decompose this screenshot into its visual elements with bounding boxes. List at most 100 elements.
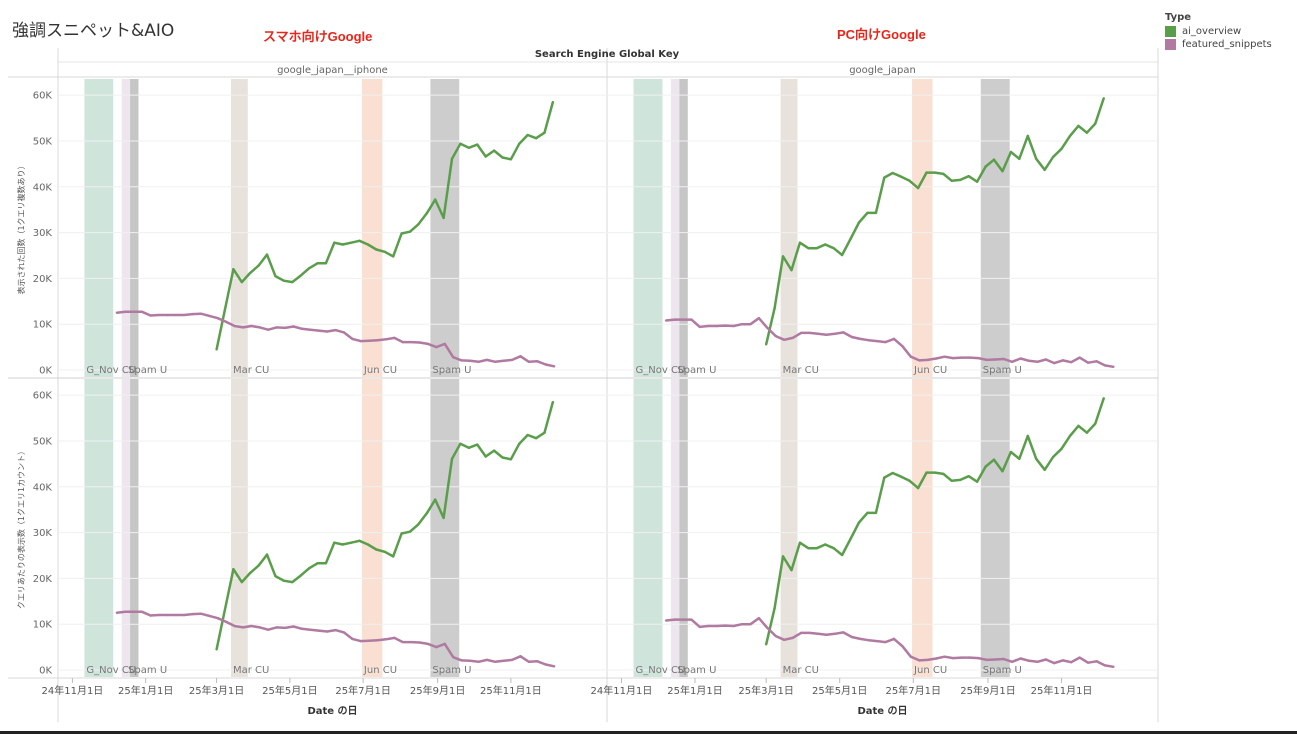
- series-point-featured_snippets-1-1-28: [901, 644, 904, 648]
- series-point-featured_snippets-0-1-39: [443, 642, 447, 646]
- series-point-featured_snippets-1-1-35: [960, 656, 963, 659]
- series-point-featured_snippets-1-1-41: [1010, 660, 1014, 663]
- series-point-ai_overview-0-1-15: [349, 541, 353, 544]
- series-point-featured_snippets-1-0-49: [1078, 356, 1081, 359]
- series-point-featured_snippets-1-0-16: [799, 331, 803, 335]
- series-point-ai_overview-0-1-31: [484, 455, 487, 458]
- series-point-ai_overview-1-1-6: [815, 546, 818, 550]
- series-point-featured_snippets-1-1-33: [943, 655, 946, 658]
- band-label-1-0-3: Mar CU: [783, 365, 819, 376]
- series-point-ai_overview-0-0-23: [417, 223, 420, 226]
- y-tick-label-1-5: 50K: [33, 436, 53, 447]
- band-label-0-1-0: G_Nov CU: [86, 665, 136, 676]
- band-label-1-1-2: Spam U: [677, 665, 716, 676]
- series-point-ai_overview-1-0-20: [933, 171, 937, 174]
- series-point-ai_overview-0-0-29: [467, 146, 471, 150]
- series-point-featured_snippets-0-1-7: [174, 613, 177, 617]
- series-point-featured_snippets-1-1-4: [698, 625, 702, 629]
- series-point-ai_overview-1-1-1: [773, 606, 776, 610]
- series-point-ai_overview-0-1-17: [366, 543, 370, 546]
- legend-label-ai-overview: ai_overview: [1182, 26, 1242, 37]
- series-point-featured_snippets-1-1-34: [951, 656, 955, 660]
- series-point-featured_snippets-0-0-4: [149, 314, 152, 317]
- series-point-ai_overview-1-0-13: [874, 211, 878, 215]
- series-point-featured_snippets-1-1-39: [994, 658, 997, 661]
- series-point-ai_overview-1-1-12: [866, 511, 869, 515]
- series-point-featured_snippets-1-1-6: [715, 624, 718, 628]
- series-point-featured_snippets-0-1-51: [544, 663, 547, 666]
- series-point-ai_overview-1-0-35: [1060, 147, 1063, 150]
- series-point-ai_overview-0-0-10: [307, 267, 311, 270]
- y-tick-label-1-6: 60K: [33, 391, 53, 402]
- series-point-featured_snippets-0-1-37: [426, 642, 430, 646]
- series-point-featured_snippets-0-0-43: [477, 360, 480, 363]
- band-1-0-0: [633, 79, 663, 377]
- series-point-ai_overview-0-1-12: [324, 562, 328, 565]
- series-point-featured_snippets-0-0-3: [140, 310, 144, 314]
- series-point-featured_snippets-1-0-37: [977, 356, 980, 360]
- series-point-ai_overview-0-1-14: [341, 543, 344, 546]
- series-point-ai_overview-0-0-30: [476, 143, 479, 146]
- series-point-featured_snippets-0-0-39: [443, 342, 447, 346]
- series-point-ai_overview-1-1-27: [992, 458, 996, 461]
- series-line-featured_snippets-1-1: [665, 616, 1114, 669]
- series-point-ai_overview-1-1-17: [908, 479, 911, 483]
- series-point-featured_snippets-1-0-21: [842, 331, 845, 334]
- series-point-featured_snippets-0-0-13: [224, 320, 228, 324]
- series-point-ai_overview-1-1-8: [832, 546, 835, 550]
- series-point-featured_snippets-0-1-38: [435, 645, 438, 649]
- series-point-featured_snippets-1-0-12: [766, 326, 769, 330]
- series-point-ai_overview-0-0-27: [450, 157, 454, 161]
- series-point-featured_snippets-1-0-32: [934, 357, 938, 360]
- series-point-featured_snippets-0-1-4: [149, 614, 152, 617]
- y-tick-label-0-4: 40K: [33, 182, 53, 193]
- band-0-1-3: [230, 379, 248, 677]
- series-point-featured_snippets-1-1-47: [1061, 659, 1064, 662]
- series-point-featured_snippets-1-1-29: [909, 655, 913, 658]
- series-point-featured_snippets-0-0-0: [115, 311, 119, 314]
- series-point-featured_snippets-1-1-5: [707, 624, 710, 628]
- series-point-featured_snippets-1-1-32: [934, 657, 938, 660]
- legend-item-featured-snippets[interactable]: featured_snippets: [1165, 39, 1272, 50]
- column-header-title: Search Engine Global Key: [535, 49, 680, 60]
- series-point-featured_snippets-1-1-50: [1086, 661, 1090, 664]
- series-point-featured_snippets-0-1-11: [208, 614, 211, 618]
- panel-header-0: google_japan__iphone: [277, 65, 388, 76]
- series-point-featured_snippets-1-0-22: [850, 335, 853, 339]
- series-point-ai_overview-0-0-25: [434, 198, 437, 201]
- x-tick-label-0-5: 25年9月1日: [410, 684, 465, 697]
- series-point-ai_overview-1-0-6: [815, 246, 818, 250]
- series-point-featured_snippets-1-0-28: [901, 344, 904, 348]
- series-point-ai_overview-1-1-26: [984, 465, 987, 468]
- series-point-featured_snippets-1-1-36: [968, 656, 972, 659]
- annotation-pc: PC向けGoogle: [837, 27, 926, 42]
- series-point-ai_overview-0-1-25: [434, 498, 437, 501]
- series-point-ai_overview-0-1-4: [257, 564, 260, 567]
- series-point-ai_overview-1-1-11: [857, 521, 861, 524]
- series-point-ai_overview-0-0-9: [299, 274, 302, 277]
- x-tick-label-1-2: 25年3月1日: [738, 684, 793, 697]
- series-point-featured_snippets-1-1-23: [858, 637, 862, 641]
- series-point-featured_snippets-0-1-21: [292, 625, 295, 628]
- series-point-featured_snippets-1-0-34: [951, 356, 955, 360]
- series-point-ai_overview-1-1-38: [1085, 431, 1089, 434]
- series-point-featured_snippets-0-1-45: [494, 660, 497, 663]
- series-line-ai_overview-1-1: [764, 398, 1105, 645]
- series-point-ai_overview-0-1-5: [265, 553, 269, 556]
- series-point-featured_snippets-0-0-29: [359, 339, 362, 343]
- series-point-ai_overview-1-0-3: [790, 268, 793, 272]
- y-tick-label-1-3: 30K: [33, 528, 53, 539]
- band-label-0-1-3: Mar CU: [233, 665, 269, 676]
- series-point-featured_snippets-0-0-46: [502, 359, 505, 363]
- series-point-featured_snippets-1-0-0: [664, 319, 668, 322]
- series-point-featured_snippets-1-1-24: [867, 639, 870, 642]
- series-point-ai_overview-0-0-31: [484, 155, 487, 158]
- series-point-ai_overview-0-0-26: [442, 216, 445, 220]
- legend-item-ai-overview[interactable]: ai_overview: [1165, 26, 1272, 37]
- series-point-featured_snippets-0-1-41: [460, 659, 463, 662]
- series-point-ai_overview-1-0-10: [849, 237, 852, 241]
- series-line-ai_overview-0-1: [215, 401, 555, 650]
- series-point-featured_snippets-1-0-17: [808, 331, 811, 335]
- series-point-ai_overview-0-1-24: [425, 512, 429, 515]
- series-point-ai_overview-0-0-2: [240, 280, 244, 284]
